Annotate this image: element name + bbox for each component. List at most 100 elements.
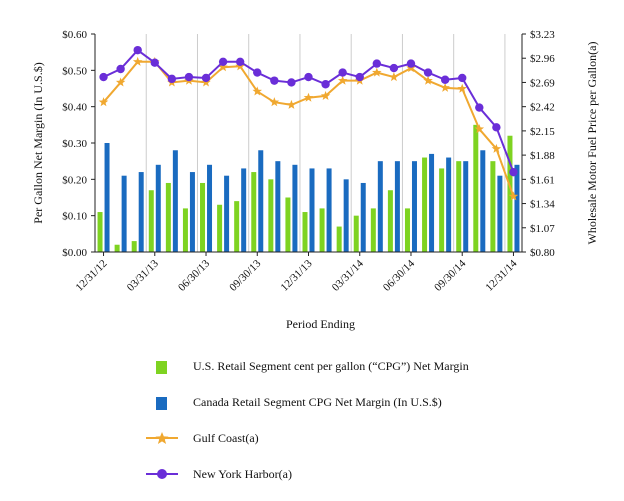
bar-us-margin [490,161,496,252]
bar-canada-margin [309,168,315,252]
x-tick-label: 09/30/14 [432,257,468,293]
bar-us-margin [422,157,428,252]
bar-canada-margin [292,164,298,252]
legend-label-gulf-coast: Gulf Coast(a) [193,431,259,445]
legend-swatch-new-york-harbor [146,469,178,479]
bar-us-margin [507,135,513,252]
right-tick-label: $1.34 [530,199,555,211]
bar-canada-margin [497,175,503,252]
legend-swatch-gulf-coast [146,432,178,444]
marker-gulf-coast [457,83,467,93]
right-tick-label: $1.61 [530,174,555,186]
bar-canada-margin [411,161,417,252]
bar-us-margin [182,208,188,252]
right-tick-label: $1.07 [530,223,555,235]
left-tick-label: $0.20 [62,174,87,186]
marker-gulf-coast [440,82,450,92]
left-tick-label: $0.60 [62,29,87,41]
legend-label-canada-margin: Canada Retail Segment CPG Net Margin (In… [193,395,442,409]
legend-item-canada-margin: Canada Retail Segment CPG Net Margin (In… [146,393,606,429]
x-tick-label: 03/31/14 [330,257,366,293]
marker-new-york-harbor [406,59,416,68]
marker-new-york-harbor [440,75,450,84]
marker-new-york-harbor [235,57,245,67]
marker-new-york-harbor [389,63,399,73]
x-axis-title: Period Ending [286,317,355,331]
bar-canada-margin [155,164,161,252]
marker-new-york-harbor [423,68,433,77]
bar-canada-margin [326,168,332,252]
line-new-york-harbor [103,49,515,173]
marker-gulf-coast [389,72,399,82]
marker-gulf-coast [491,143,502,153]
marker-new-york-harbor [287,78,296,87]
bar-us-margin [165,182,171,252]
legend-swatch-canada-margin [156,397,167,410]
marker-gulf-coast [508,191,519,201]
bar-canada-margin [514,164,520,252]
line-gulf-coast [102,60,515,197]
marker-new-york-harbor [492,123,501,132]
bar-us-margin [234,201,240,252]
bar-us-margin [251,172,257,252]
marker-new-york-harbor [253,68,262,77]
marker-new-york-harbor [133,45,142,55]
bar-canada-margin [343,179,349,252]
marker-new-york-harbor [150,58,159,67]
legend-item-us-margin: U.S. Retail Segment cent per gallon (“CP… [146,357,606,393]
legend-label-new-york-harbor: New York Harbor(a) [193,467,292,481]
marker-new-york-harbor [218,57,228,67]
marker-new-york-harbor [201,73,211,83]
bar-canada-margin [360,182,366,252]
x-tick-label: 03/31/13 [125,257,161,293]
right-tick-label: $0.80 [530,247,555,259]
marker-gulf-coast [320,90,331,100]
right-tick-label: $2.69 [530,77,555,89]
bar-canada-margin [377,161,383,252]
x-tick-label: 09/30/13 [227,257,263,293]
marker-gulf-coast [98,97,109,107]
bar-canada-margin [121,175,127,252]
marker-new-york-harbor [338,68,347,77]
marker-new-york-harbor [99,72,108,82]
x-tick-label: 12/31/12 [74,258,110,294]
bar-us-margin [353,215,359,252]
x-tick-label: 06/30/13 [176,257,212,293]
bar-canada-margin [446,157,452,252]
bar-us-margin [114,244,120,252]
bar-canada-margin [224,175,230,252]
marker-new-york-harbor [116,64,125,74]
bar-canada-margin [189,172,195,252]
bar-us-margin [473,124,479,252]
left-tick-label: $0.50 [62,65,87,77]
bar-us-margin [200,182,206,252]
bar-us-margin [439,168,445,252]
right-tick-label: $2.96 [530,53,555,65]
bar-canada-margin [275,161,281,252]
bar-canada-margin [172,150,178,252]
bar-us-margin [148,190,154,252]
bar-us-margin [285,197,291,252]
bar-us-margin [302,212,308,252]
bar-us-margin [131,241,137,252]
bar-canada-margin [394,161,400,252]
left-tick-label: $0.40 [62,102,87,114]
marker-gulf-coast [372,67,382,77]
marker-new-york-harbor [355,72,364,82]
x-tick-label: 06/30/14 [381,257,417,293]
right-tick-label: $3.23 [530,29,555,41]
marker-new-york-harbor [304,72,313,82]
left-tick-label: $0.00 [62,247,87,259]
marker-gulf-coast [115,77,126,87]
bar-us-margin [319,208,325,252]
marker-gulf-coast [474,124,485,134]
bar-us-margin [370,208,376,252]
marker-gulf-coast [132,56,143,66]
bar-canada-margin [138,172,144,252]
bar-us-margin [268,179,274,252]
bar-us-margin [387,190,393,252]
bar-canada-margin [241,168,247,252]
marker-gulf-coast [423,75,433,85]
legend-item-new-york-harbor: New York Harbor(a) [146,465,606,501]
x-tick-label: 12/31/14 [483,257,519,293]
